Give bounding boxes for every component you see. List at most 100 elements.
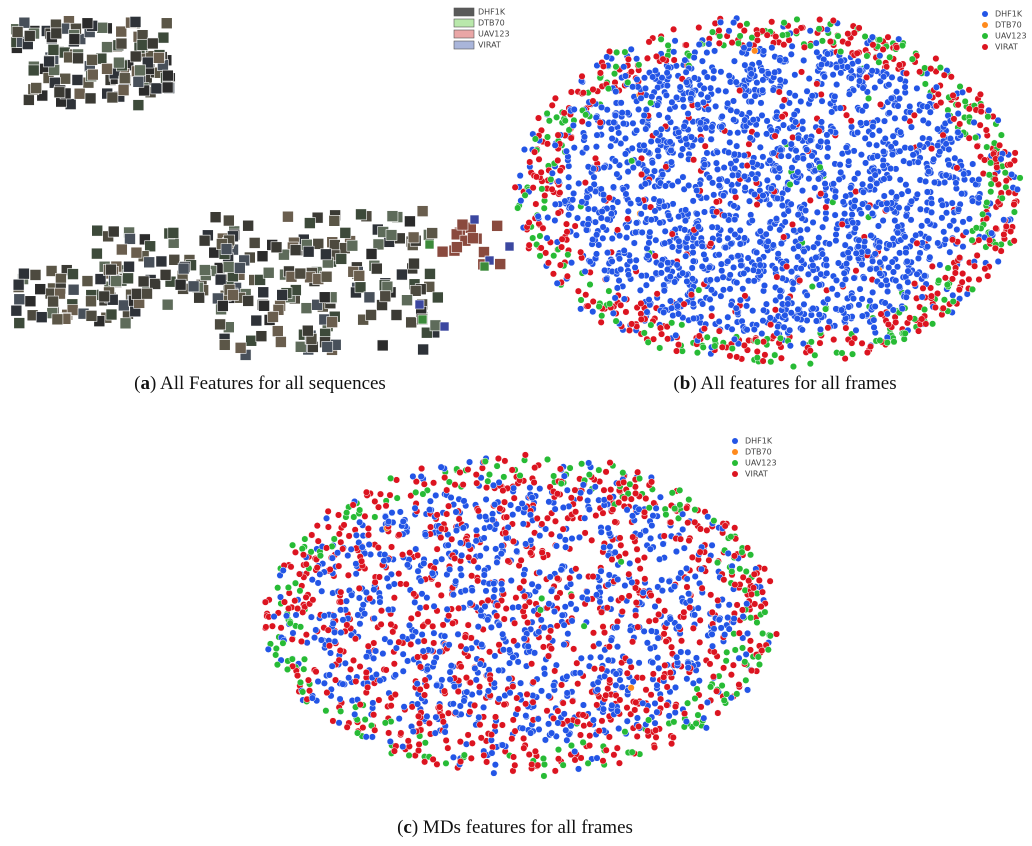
dot bbox=[521, 191, 529, 199]
dot bbox=[972, 224, 980, 232]
dot bbox=[617, 265, 625, 273]
thumbnail bbox=[167, 227, 180, 239]
dot bbox=[774, 173, 782, 181]
dot bbox=[869, 123, 877, 131]
thumbnail bbox=[353, 270, 366, 282]
dot bbox=[612, 63, 620, 71]
thumbnail bbox=[150, 82, 163, 95]
dot bbox=[907, 123, 915, 131]
dot bbox=[655, 197, 664, 205]
dot bbox=[681, 217, 690, 225]
thumbnail bbox=[214, 273, 227, 286]
dot bbox=[960, 170, 968, 178]
dot bbox=[818, 97, 826, 105]
dot bbox=[828, 108, 836, 116]
dot bbox=[565, 211, 573, 219]
dot bbox=[677, 151, 685, 159]
dot bbox=[883, 199, 891, 207]
dot bbox=[529, 184, 537, 192]
thumbnail bbox=[84, 92, 97, 105]
dot bbox=[976, 90, 984, 98]
dot bbox=[656, 324, 665, 332]
dot bbox=[525, 241, 533, 249]
dot bbox=[664, 41, 672, 49]
dot bbox=[876, 100, 885, 109]
dot bbox=[972, 133, 980, 142]
dot bbox=[608, 134, 616, 143]
dot bbox=[1010, 237, 1018, 245]
thumbnail bbox=[43, 55, 55, 68]
dot bbox=[725, 72, 733, 80]
dot bbox=[760, 47, 768, 55]
dot bbox=[783, 262, 791, 271]
dot bbox=[993, 163, 1001, 171]
dot bbox=[984, 272, 992, 280]
dot bbox=[881, 299, 889, 307]
thumbnail bbox=[234, 262, 246, 274]
dot bbox=[577, 305, 585, 313]
dot bbox=[914, 158, 922, 166]
dot bbox=[682, 206, 690, 214]
dot bbox=[592, 250, 601, 258]
dot bbox=[565, 183, 573, 191]
thumbnail bbox=[414, 299, 425, 310]
dot bbox=[949, 291, 957, 299]
dot bbox=[695, 286, 703, 294]
dot bbox=[675, 237, 683, 245]
dot bbox=[889, 132, 897, 140]
dot bbox=[719, 273, 727, 281]
dot bbox=[760, 338, 768, 346]
dot bbox=[551, 200, 559, 208]
dot bbox=[756, 227, 764, 235]
dot bbox=[613, 284, 621, 292]
dot bbox=[945, 145, 953, 153]
dot bbox=[570, 189, 578, 198]
dot bbox=[776, 226, 784, 234]
dot bbox=[934, 125, 942, 133]
dot bbox=[893, 88, 901, 96]
dot bbox=[659, 170, 667, 179]
dot bbox=[753, 338, 762, 346]
thumbnail bbox=[85, 310, 98, 322]
dot bbox=[748, 158, 757, 166]
dot bbox=[635, 159, 643, 167]
dot bbox=[698, 242, 706, 250]
dot bbox=[637, 94, 645, 102]
dot bbox=[923, 217, 931, 225]
dot bbox=[1008, 170, 1016, 179]
dot bbox=[861, 238, 869, 246]
dot bbox=[663, 323, 671, 331]
dot bbox=[844, 63, 852, 71]
dot bbox=[687, 291, 695, 299]
dot bbox=[603, 215, 612, 223]
dot bbox=[910, 111, 918, 119]
dot bbox=[825, 318, 833, 326]
dot bbox=[879, 45, 887, 53]
dot bbox=[788, 220, 797, 229]
dot bbox=[784, 300, 792, 308]
dot bbox=[621, 72, 629, 80]
thumbnail bbox=[115, 25, 128, 38]
dot bbox=[926, 253, 934, 261]
dot bbox=[660, 287, 668, 295]
dot bbox=[575, 179, 583, 188]
dot bbox=[1016, 174, 1024, 182]
dot bbox=[975, 194, 983, 202]
dot bbox=[895, 35, 903, 43]
thumbnail bbox=[267, 311, 279, 323]
dot bbox=[857, 151, 865, 159]
dot bbox=[953, 164, 961, 172]
dot bbox=[580, 133, 589, 141]
dot bbox=[781, 218, 789, 226]
dot bbox=[823, 153, 831, 161]
dot bbox=[814, 175, 823, 183]
thumbnail bbox=[73, 87, 86, 100]
dot bbox=[604, 85, 613, 93]
dot bbox=[887, 164, 895, 173]
dot bbox=[621, 150, 630, 158]
dot bbox=[847, 117, 855, 125]
dot bbox=[751, 47, 759, 55]
dot bbox=[781, 138, 789, 146]
dot bbox=[668, 230, 676, 238]
